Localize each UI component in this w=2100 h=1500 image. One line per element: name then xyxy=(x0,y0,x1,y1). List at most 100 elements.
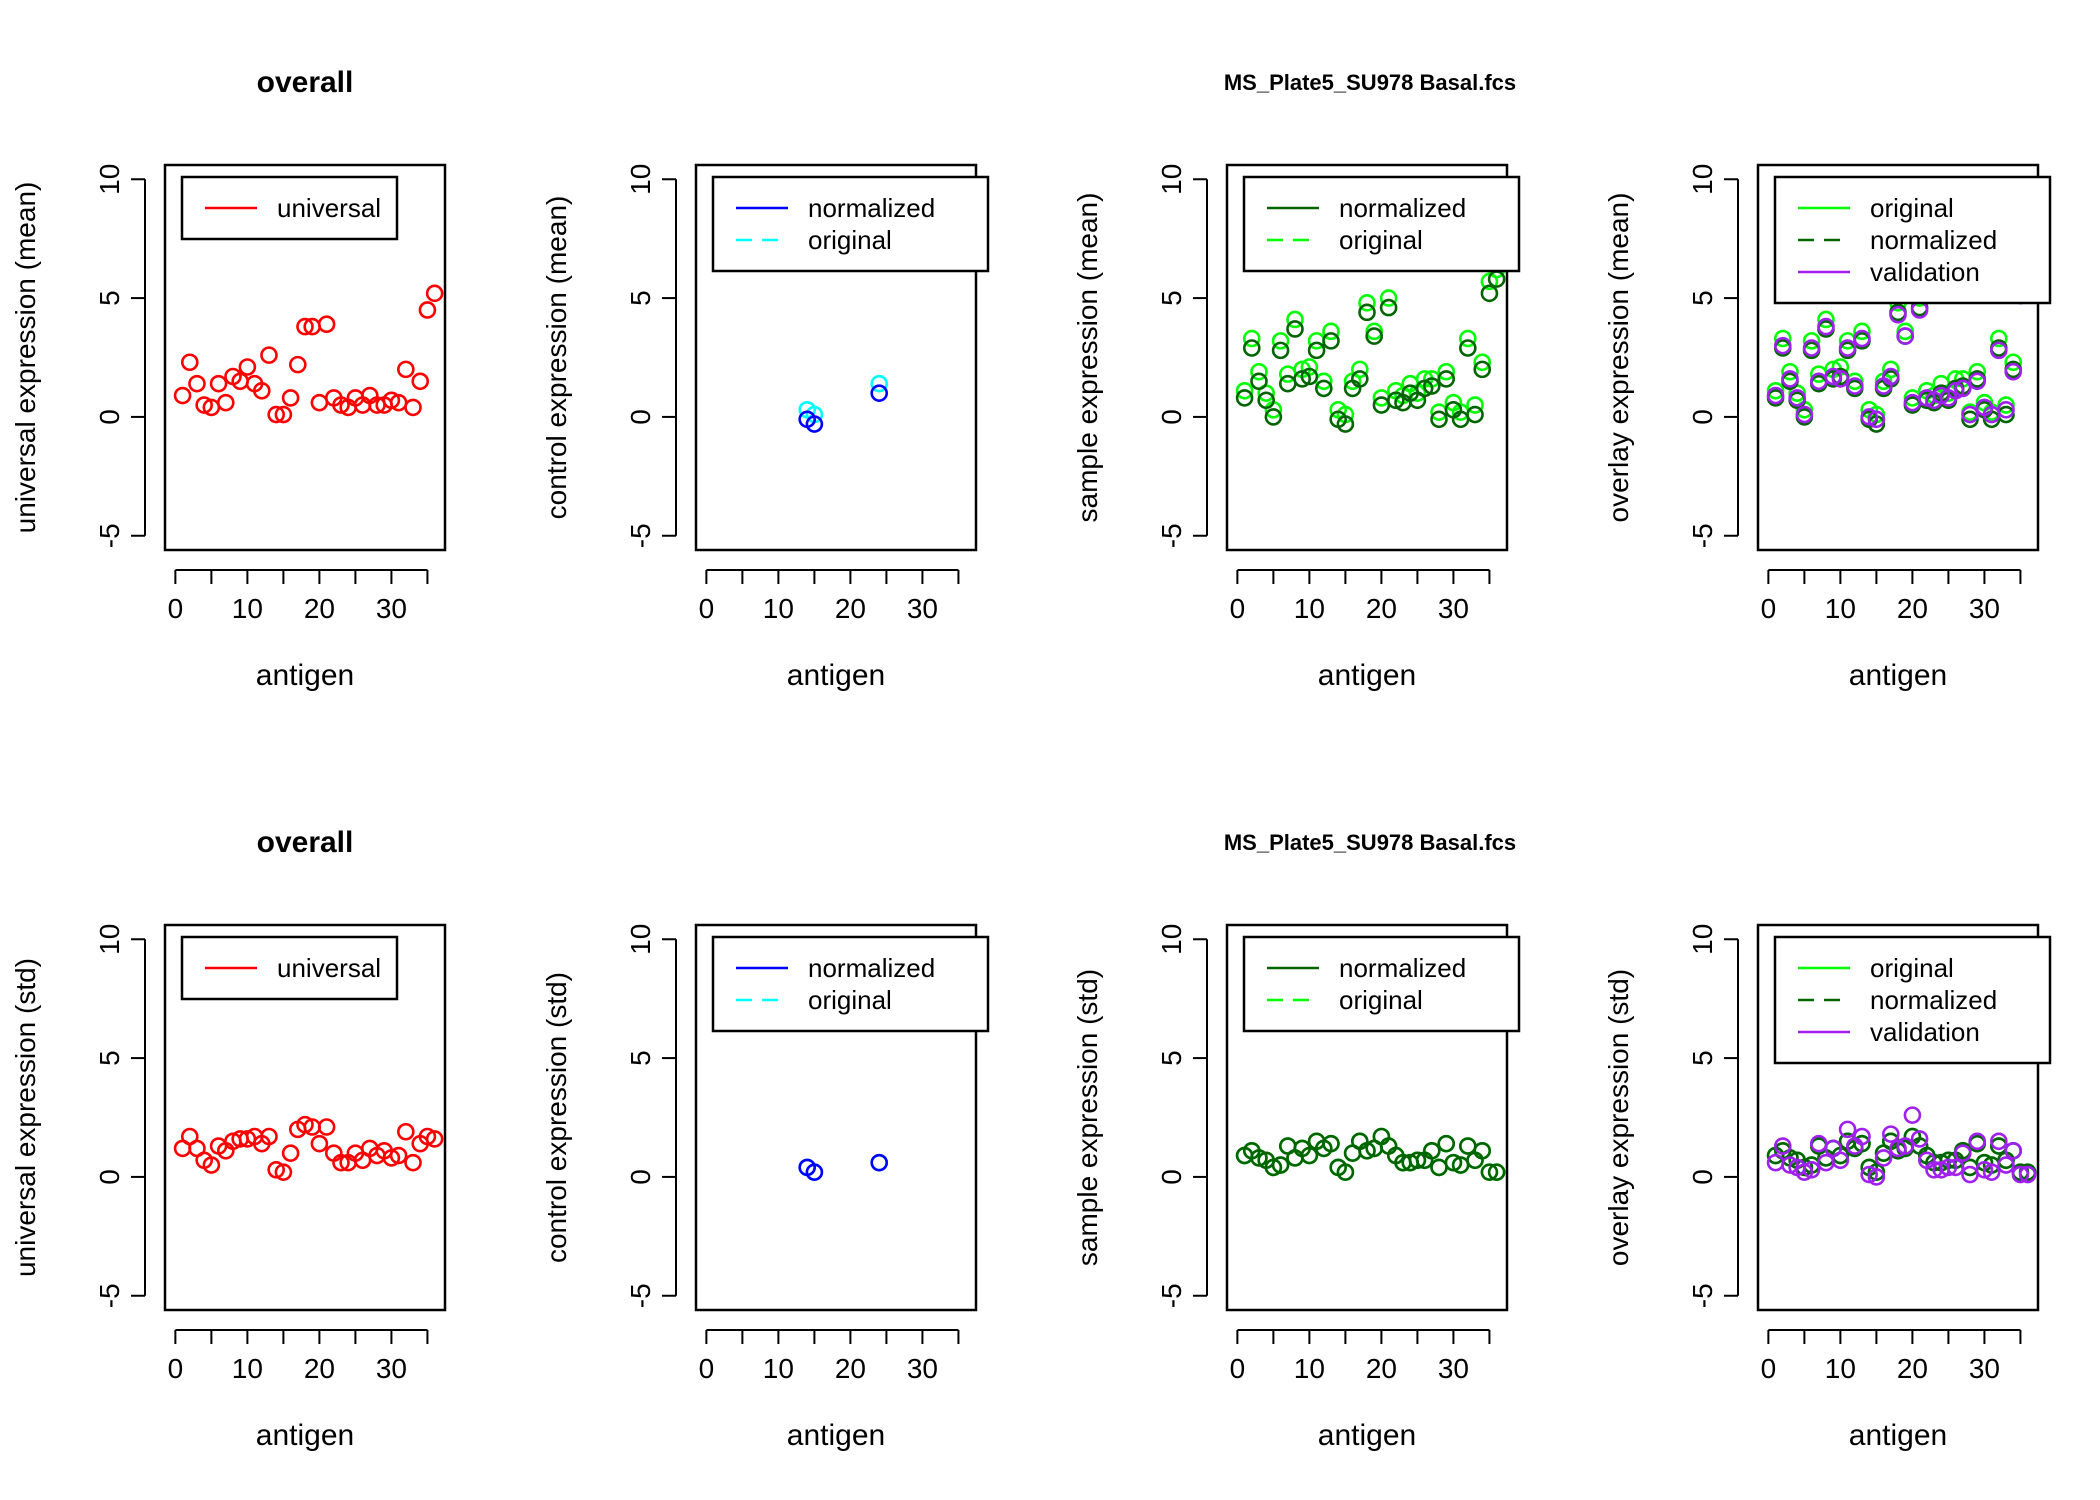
x-tick-label: 20 xyxy=(1897,1353,1928,1384)
series-original xyxy=(1235,260,1506,424)
legend-box xyxy=(1773,935,2052,1065)
data-point xyxy=(1480,1163,1499,1181)
series-normalized xyxy=(1235,1127,1506,1181)
data-point xyxy=(1853,322,1871,341)
data-point xyxy=(1795,405,1814,424)
panel-3: 0 10 20 30 -5 0 5 10 antigen sample expression (m… xyxy=(1072,164,1521,692)
data-point xyxy=(209,374,228,393)
x-tick-label: 10 xyxy=(232,593,263,624)
x-tick-label: 20 xyxy=(304,1353,335,1384)
y-tick-label: 10 xyxy=(625,924,656,955)
data-point xyxy=(1881,367,1900,386)
data-point xyxy=(1322,332,1340,350)
x-tick-label: 10 xyxy=(232,1353,263,1384)
data-point xyxy=(1997,400,2015,419)
data-point xyxy=(1336,1163,1355,1181)
data-point xyxy=(870,374,889,393)
x-tick-label: 10 xyxy=(1294,1353,1325,1384)
data-point xyxy=(1961,405,1979,424)
data-point xyxy=(1939,1158,1958,1177)
data-point xyxy=(1423,1141,1441,1160)
series-universal xyxy=(173,284,444,424)
x-tick-label: 30 xyxy=(1438,1353,1469,1384)
data-point xyxy=(418,1127,437,1146)
panel-7: 0 10 20 30 -5 0 5 10 antigen sample expression (s… xyxy=(1072,924,1521,1452)
plot-frame xyxy=(163,923,447,1312)
y-axis-title: sample expression (mean) xyxy=(1072,193,1103,523)
data-point xyxy=(1773,1137,1792,1155)
legend: universal xyxy=(180,935,399,1001)
data-point xyxy=(1766,386,1785,405)
data-point xyxy=(1250,1149,1268,1167)
data-point xyxy=(2004,362,2023,381)
data-point xyxy=(1773,336,1792,355)
legend-label: original xyxy=(1870,953,1954,983)
data-point xyxy=(1781,362,1799,381)
x-tick-label: 30 xyxy=(1969,593,2000,624)
data-point xyxy=(1802,332,1821,350)
data-point xyxy=(1473,360,1492,379)
y-tick-label: 10 xyxy=(1687,164,1718,195)
data-point xyxy=(260,346,278,364)
legend-label: normalized xyxy=(808,193,935,223)
data-point xyxy=(1954,379,1972,398)
data-point xyxy=(1437,1134,1456,1153)
data-point xyxy=(425,284,444,303)
data-point xyxy=(1466,405,1484,424)
data-point xyxy=(1997,1156,2015,1174)
legend-label: original xyxy=(1339,225,1423,255)
data-point xyxy=(1300,1146,1319,1165)
y-tick-label: -5 xyxy=(94,1283,125,1308)
x-tick-label: 30 xyxy=(1969,1353,2000,1384)
y-axis-title: sample expression (std) xyxy=(1072,969,1103,1266)
data-point xyxy=(1350,360,1369,379)
data-point xyxy=(180,353,199,372)
data-point xyxy=(1990,1132,2008,1151)
y-axis-title: universal expression (mean) xyxy=(10,182,41,534)
data-point xyxy=(1824,367,1842,386)
y-tick-label: 0 xyxy=(1156,409,1187,425)
data-point xyxy=(281,1144,300,1162)
data-point xyxy=(1322,322,1340,341)
legend: universal xyxy=(180,175,399,241)
data-point xyxy=(1889,305,1907,324)
data-point xyxy=(1982,1163,2001,1181)
data-point xyxy=(1408,1151,1427,1170)
plot-frame xyxy=(163,163,447,552)
data-point xyxy=(1867,1163,1886,1181)
data-point xyxy=(1853,1127,1871,1146)
data-point xyxy=(1300,367,1319,386)
panel-1: 0 10 20 30 -5 0 5 10 antigen universal expression… xyxy=(10,163,447,692)
data-point xyxy=(1968,1132,1987,1151)
x-tick-label: 20 xyxy=(1366,1353,1397,1384)
data-point xyxy=(1838,339,1857,357)
data-point xyxy=(1881,360,1900,379)
data-point xyxy=(870,384,889,402)
x-axis-title: antigen xyxy=(256,659,354,692)
data-point xyxy=(1896,327,1915,345)
data-point xyxy=(1788,389,1806,407)
row2-overall-title: overall xyxy=(257,826,354,859)
y-tick-label: 10 xyxy=(1687,924,1718,955)
legend-label: normalized xyxy=(1339,953,1466,983)
plot-frame xyxy=(694,923,978,1312)
data-point xyxy=(1802,1160,1821,1179)
data-point xyxy=(1968,362,1987,381)
data-point xyxy=(1874,1149,1893,1167)
x-axis-title: antigen xyxy=(787,1419,885,1452)
data-point xyxy=(2018,1165,2037,1184)
y-tick-label: 5 xyxy=(94,1050,125,1066)
legend-box xyxy=(711,935,990,1033)
x-tick-label: 30 xyxy=(376,593,407,624)
x-tick-label: 0 xyxy=(1761,593,1777,624)
data-point xyxy=(1314,379,1333,398)
data-point xyxy=(1802,339,1821,357)
x-tick-label: 10 xyxy=(1825,593,1856,624)
y-axis-title: control expression (std) xyxy=(541,972,572,1263)
x-axis-title: antigen xyxy=(1849,1419,1947,1452)
data-point xyxy=(1954,1144,1972,1162)
data-point xyxy=(281,389,300,407)
